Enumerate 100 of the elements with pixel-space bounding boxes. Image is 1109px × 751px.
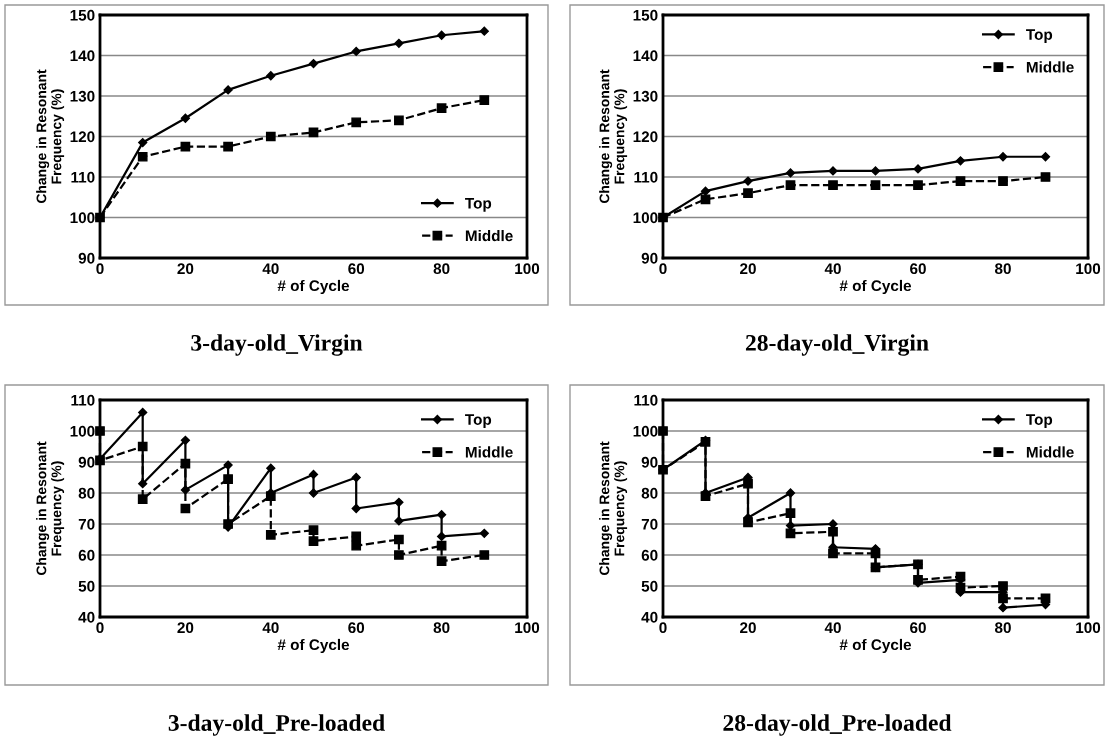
- legend-label: Middle: [465, 230, 513, 242]
- point: [998, 603, 1008, 613]
- y-axis-title: Change in Resonant Frequency (%): [599, 441, 628, 576]
- y-tick-label: 80: [641, 487, 658, 499]
- x-tick-label: 80: [433, 263, 450, 275]
- point: [870, 180, 881, 190]
- y-axis-title: Change in Resonant Frequency (%): [36, 69, 65, 204]
- point: [138, 137, 148, 148]
- y-tick-label: 100: [633, 212, 658, 224]
- point: [1040, 152, 1051, 162]
- y-tick-label: 70: [641, 518, 658, 530]
- point: [394, 115, 404, 126]
- x-axis-title: # of Cycle: [839, 279, 912, 295]
- y-tick-label: 60: [641, 549, 658, 561]
- y-tick-label: 140: [633, 50, 658, 62]
- x-tick-label: 60: [910, 622, 926, 634]
- point: [137, 494, 148, 505]
- point: [308, 536, 319, 546]
- y-tick-label: 80: [78, 487, 95, 499]
- point: [180, 113, 191, 123]
- x-tick-label: 60: [348, 263, 365, 275]
- point: [436, 510, 447, 520]
- x-tick-label: 100: [515, 263, 540, 275]
- point: [913, 574, 923, 585]
- y-tick-label: 110: [71, 394, 95, 406]
- point: [828, 526, 838, 537]
- point: [785, 168, 796, 178]
- x-tick-label: 60: [348, 622, 365, 634]
- point: [265, 529, 276, 540]
- x-tick-label: 0: [659, 263, 667, 275]
- point: [785, 488, 796, 498]
- legend-label: Middle: [465, 446, 513, 458]
- point: [785, 508, 796, 519]
- y-tick-label: 70: [78, 518, 95, 530]
- legend-label: Top: [465, 197, 492, 212]
- point: [436, 556, 447, 567]
- point: [998, 176, 1008, 186]
- point: [223, 141, 233, 152]
- y-tick-label: 90: [641, 456, 658, 468]
- point: [436, 540, 447, 551]
- point: [743, 478, 753, 489]
- x-tick-label: 20: [177, 622, 194, 634]
- x-tick-label: 100: [1076, 263, 1101, 275]
- point: [351, 472, 361, 483]
- point: [308, 488, 319, 498]
- point: [700, 194, 711, 205]
- point: [700, 186, 711, 196]
- x-tick-label: 20: [740, 263, 756, 275]
- point: [394, 497, 404, 507]
- point: [828, 548, 838, 559]
- point: [998, 581, 1008, 591]
- point: [870, 166, 881, 176]
- point: [308, 58, 319, 69]
- x-tick-label: 40: [824, 622, 841, 634]
- y-tick-label: 120: [633, 131, 658, 143]
- point: [913, 164, 923, 174]
- text: 3-day-old_Virgin: [191, 334, 363, 356]
- point: [743, 188, 753, 199]
- x-axis-title: # of Cycle: [839, 638, 912, 654]
- point: [265, 131, 276, 142]
- point: [479, 550, 490, 560]
- point: [955, 176, 966, 186]
- y-tick-label: 50: [641, 580, 658, 592]
- point: [870, 562, 881, 573]
- x-tick-label: 80: [994, 622, 1011, 634]
- point: [436, 531, 447, 542]
- legend-label: Middle: [1026, 61, 1074, 73]
- text: 28-day-old_Virgin: [745, 334, 929, 356]
- point: [223, 474, 233, 484]
- legend-label: Top: [1026, 414, 1053, 428]
- point: [658, 426, 668, 436]
- point: [394, 550, 404, 560]
- point: [351, 540, 362, 551]
- y-axis-title: Change in Resonant Frequency (%): [599, 69, 628, 204]
- point: [180, 435, 191, 445]
- y-tick-label: 110: [71, 171, 95, 183]
- x-tick-label: 0: [96, 622, 104, 634]
- point: [266, 71, 276, 81]
- point: [351, 531, 362, 542]
- point: [351, 117, 362, 128]
- y-tick-label: 130: [70, 90, 95, 102]
- y-tick-label: 140: [70, 50, 95, 62]
- y-tick-label: 100: [70, 212, 95, 224]
- point: [223, 85, 233, 95]
- point: [138, 407, 148, 418]
- point: [266, 463, 276, 473]
- y-tick-label: 130: [633, 90, 658, 102]
- point: [998, 152, 1008, 162]
- point: [351, 503, 361, 514]
- point: [479, 26, 489, 36]
- x-tick-label: 20: [740, 622, 756, 634]
- y-tick-label: 40: [78, 611, 95, 623]
- legend-label: Top: [1026, 29, 1053, 43]
- y-tick-label: 100: [70, 425, 95, 437]
- point: [998, 593, 1008, 604]
- x-tick-label: 100: [515, 622, 540, 634]
- point: [785, 180, 796, 190]
- text: 28-day-old_Pre-loaded: [723, 714, 952, 736]
- x-tick-label: 0: [96, 263, 104, 275]
- y-tick-label: 90: [78, 252, 95, 264]
